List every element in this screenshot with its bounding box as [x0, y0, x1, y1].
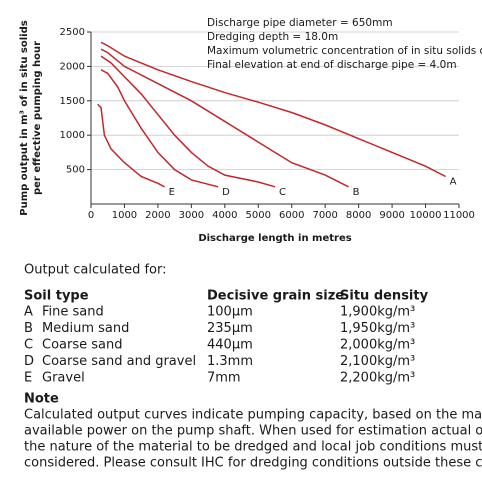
x-tick-label: 0 [88, 210, 94, 221]
x-tick-label: 11000 [443, 210, 475, 221]
note-title: Note [24, 392, 59, 407]
curve-label: C [279, 187, 286, 198]
curve-label: E [169, 187, 175, 198]
table-cell: Gravel [42, 371, 85, 386]
table-cell: 1,950kg/m³ [340, 321, 415, 336]
x-tick-label: 3000 [179, 210, 204, 221]
table-cell: 7mm [207, 371, 241, 386]
x-tick-label: 6000 [279, 210, 304, 221]
x-tick-label: 1000 [112, 210, 137, 221]
curve [100, 69, 219, 188]
table-cell: 2,200kg/m³ [340, 371, 415, 386]
x-tick-label: 8000 [346, 210, 371, 221]
table-cell: 1,900kg/m³ [340, 305, 415, 320]
table-cell: 100µm [207, 305, 253, 320]
curve-label: A [450, 176, 457, 187]
note-line: Calculated output curves indicate pumpin… [24, 408, 482, 423]
table-cell: Coarse sand [42, 338, 122, 353]
table-cell: Coarse sand and gravel [42, 354, 196, 369]
curve-label: B [353, 187, 360, 198]
table-cell: B [24, 321, 33, 336]
table-cell: Fine sand [42, 305, 104, 320]
output-heading: Output calculated for: [24, 263, 167, 278]
annotation: Dredging depth = 18.0m [207, 31, 338, 43]
table-cell: D [24, 354, 34, 369]
table-cell: A [24, 305, 33, 320]
table-cell: 1.3mm [207, 354, 253, 369]
annotation: Final elevation at end of discharge pipe… [207, 59, 457, 71]
note-line: considered. Please consult IHC for dredg… [24, 456, 482, 471]
table-header: Decisive grain size [207, 289, 344, 304]
x-tick-label: 9000 [379, 210, 404, 221]
x-tick-label: 7000 [312, 210, 337, 221]
curve-label: D [222, 187, 230, 198]
table-cell: 440µm [207, 338, 253, 353]
note-line: the nature of the material to be dredged… [24, 440, 482, 455]
y-axis-label: Pump output in m³ of in situ solids [19, 20, 30, 215]
curve [100, 41, 446, 178]
annotation: Maximum volumetric concentration of in s… [207, 45, 482, 57]
x-axis-label: Discharge length in metres [198, 233, 351, 244]
table-cell: E [24, 371, 32, 386]
table-cell: 2,100kg/m³ [340, 354, 415, 369]
annotation: Discharge pipe diameter = 650mm [207, 17, 393, 29]
table-header: Situ density [340, 289, 429, 304]
y-tick-label: 2000 [60, 61, 85, 72]
table-cell: 2,000kg/m³ [340, 338, 415, 353]
y-tick-label: 2500 [60, 27, 85, 38]
x-tick-label: 10000 [410, 210, 442, 221]
y-tick-label: 1000 [60, 130, 85, 141]
y-axis-label: per effective pumping hour [32, 41, 43, 195]
x-tick-label: 5000 [246, 210, 271, 221]
x-tick-label: 4000 [212, 210, 237, 221]
table-cell: Medium sand [42, 321, 129, 336]
x-tick-label: 2000 [145, 210, 170, 221]
curve [100, 48, 349, 188]
curve [100, 55, 276, 188]
table-cell: 235µm [207, 321, 253, 336]
y-tick-label: 500 [66, 165, 85, 176]
table-header: Soil type [24, 289, 89, 304]
table-cell: C [24, 338, 33, 353]
curve [97, 103, 165, 188]
note-line: available power on the pump shaft. When … [24, 424, 482, 439]
y-tick-label: 1500 [60, 96, 85, 107]
